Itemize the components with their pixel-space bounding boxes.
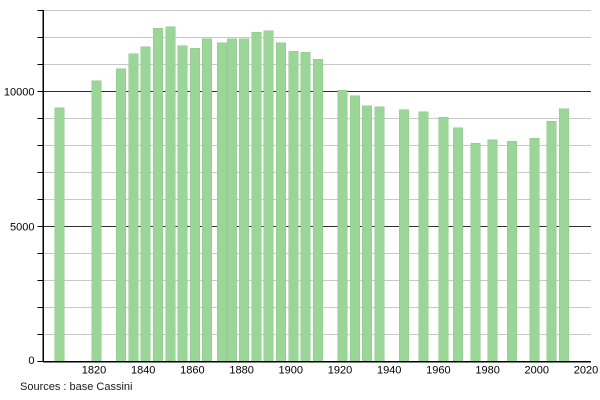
bar-1926 — [349, 95, 360, 362]
bar-1836 — [128, 53, 139, 362]
bar-1968 — [453, 127, 464, 362]
x-tick-label: 1980 — [475, 365, 499, 377]
x-tick-label: 1900 — [279, 365, 303, 377]
bar-1896 — [275, 42, 286, 362]
bar-1954 — [418, 111, 429, 362]
bar-1990 — [507, 141, 518, 362]
bar-1881 — [239, 38, 250, 362]
x-tick-label: 1880 — [229, 365, 253, 377]
x-tick-label: 1940 — [377, 365, 401, 377]
bar-1821 — [91, 80, 102, 362]
bar-1841 — [140, 46, 151, 362]
bar-1921 — [337, 89, 348, 362]
y-tick-label: 0 — [28, 355, 34, 367]
x-tick-label: 2020 — [574, 365, 598, 377]
bar-1999 — [529, 137, 540, 362]
bar-1886 — [251, 31, 262, 362]
bar-1931 — [362, 105, 373, 362]
x-tick-label: 1960 — [426, 365, 450, 377]
bar-1901 — [288, 50, 299, 362]
bar-1911 — [312, 58, 323, 362]
bar-1962 — [438, 116, 449, 362]
x-tick-label: 1840 — [131, 365, 155, 377]
bar-1975 — [470, 142, 481, 362]
bar-1891 — [263, 30, 274, 362]
bar-1866 — [202, 38, 213, 362]
bar-2006 — [546, 121, 557, 362]
bar-1906 — [300, 52, 311, 362]
source-caption: Sources : base Cassini — [20, 381, 133, 393]
bar-2011 — [558, 108, 569, 362]
x-tick-label: 1860 — [180, 365, 204, 377]
bar-1851 — [165, 26, 176, 362]
bar-1936 — [374, 106, 385, 362]
x-tick-label: 2000 — [525, 365, 549, 377]
x-tick-label: 1820 — [82, 365, 106, 377]
bar-1946 — [398, 109, 409, 362]
x-tick-label: 1920 — [328, 365, 352, 377]
bar-1846 — [152, 27, 163, 362]
bar-1876 — [226, 38, 237, 362]
y-tick-label: 5000 — [10, 222, 34, 234]
y-tick-label: 10000 — [4, 87, 35, 99]
bar-1831 — [116, 68, 127, 362]
bar-1861 — [189, 48, 200, 362]
bar-1806 — [54, 107, 65, 362]
bar-1856 — [177, 45, 188, 362]
bar-1872 — [216, 42, 227, 362]
bar-1982 — [487, 139, 498, 362]
